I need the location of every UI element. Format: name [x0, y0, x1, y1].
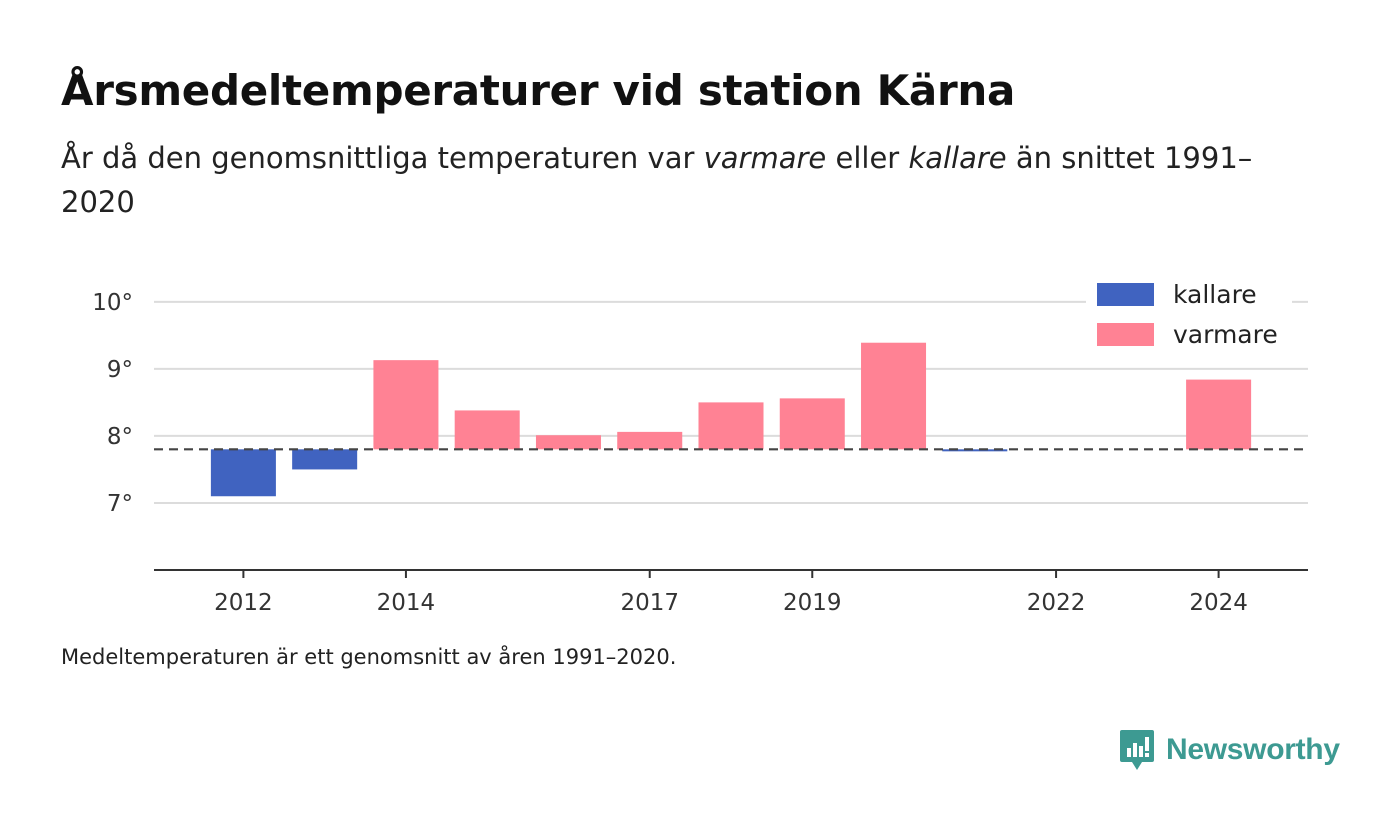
- bars: [154, 342, 1308, 497]
- footnote: Medeltemperaturen är ett genomsnitt av å…: [61, 645, 677, 669]
- x-tick-label: 2017: [620, 590, 679, 616]
- chart-subtitle: År då den genomsnittliga temperaturen va…: [61, 136, 1301, 224]
- bar-varmare-2024: [1186, 379, 1252, 450]
- bar-varmare-2017: [617, 431, 683, 450]
- newsworthy-logo-icon: [1120, 730, 1154, 770]
- y-tick-label: 10°: [92, 290, 133, 316]
- x-tick-label: 2022: [1027, 590, 1086, 616]
- legend-swatch-varmare: [1097, 323, 1154, 346]
- bar-kallare-2013: [292, 449, 358, 470]
- subtitle-text-2: eller: [826, 141, 909, 175]
- brand-name: Newsworthy: [1166, 733, 1340, 766]
- y-tick-label: 7°: [107, 491, 133, 517]
- legend: kallare varmare: [1086, 274, 1292, 356]
- subtitle-text-3: än snittet 1991–2020: [61, 141, 1253, 219]
- bar-varmare-2020: [861, 342, 927, 450]
- bar-kallare-2012: [210, 449, 276, 497]
- bar-varmare-2019: [779, 398, 845, 450]
- legend-label-varmare: varmare: [1173, 320, 1278, 349]
- bar-varmare-2015: [454, 410, 520, 450]
- legend-swatch-kallare: [1097, 283, 1154, 306]
- bar-varmare-2018: [698, 402, 764, 450]
- x-tick-label: 2024: [1189, 590, 1248, 616]
- subtitle-colder: kallare: [908, 141, 1007, 175]
- subtitle-text-1: År då den genomsnittliga temperaturen va…: [61, 141, 704, 175]
- chart-title: Årsmedeltemperaturer vid station Kärna: [61, 66, 1016, 115]
- y-tick-label: 8°: [107, 424, 133, 450]
- axes: 7° 8° 9° 10° 2012 2014 2017 2019 2022 2024: [92, 290, 1308, 616]
- legend-label-kallare: kallare: [1173, 280, 1257, 309]
- x-tick-label: 2019: [783, 590, 842, 616]
- subtitle-warmer: varmare: [703, 141, 827, 175]
- bar-varmare-2016: [535, 435, 601, 450]
- y-tick-label: 9°: [107, 357, 133, 383]
- bar-kallare-2021: [942, 449, 1008, 452]
- x-tick-label: 2014: [377, 590, 436, 616]
- bar-varmare-2014: [373, 360, 439, 450]
- x-tick-label: 2012: [214, 590, 273, 616]
- brand: Newsworthy: [1118, 728, 1340, 772]
